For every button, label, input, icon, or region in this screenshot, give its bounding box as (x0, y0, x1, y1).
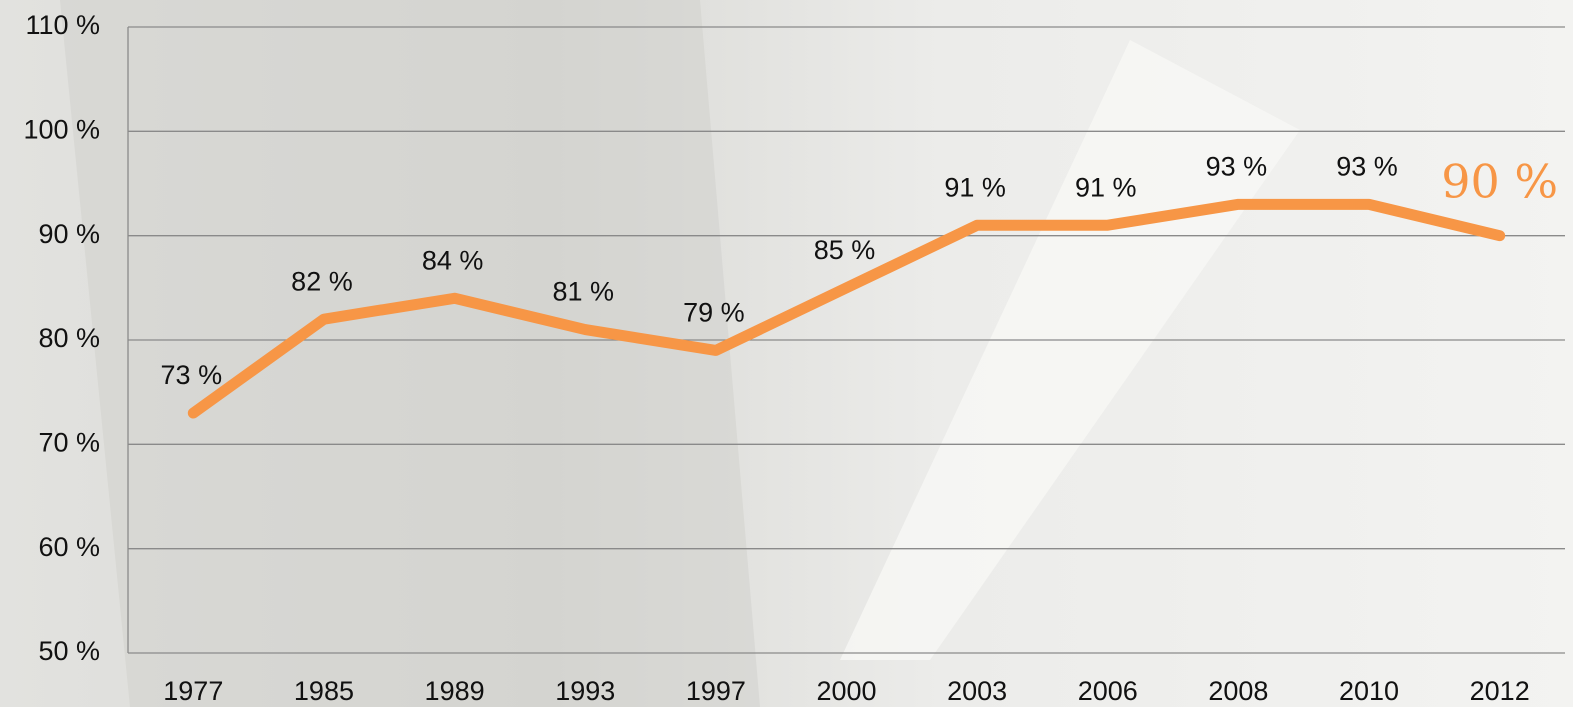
y-tick-label: 50 % (38, 636, 100, 666)
y-tick-label: 90 % (38, 219, 100, 249)
x-tick-label: 2008 (1208, 676, 1268, 706)
background-book (840, 40, 1300, 660)
value-label: 91 % (944, 172, 1006, 202)
y-tick-label: 80 % (38, 323, 100, 353)
x-tick-label: 2006 (1078, 676, 1138, 706)
value-label: 85 % (814, 235, 876, 265)
y-tick-label: 100 % (23, 114, 100, 144)
value-label: 93 % (1336, 151, 1398, 181)
x-tick-label: 1977 (163, 676, 223, 706)
x-tick-label: 2003 (947, 676, 1007, 706)
background-figure (60, 0, 760, 707)
value-label: 91 % (1075, 172, 1137, 202)
y-tick-label: 110 % (25, 10, 100, 40)
value-label: 73 % (161, 360, 223, 390)
y-tick-label: 60 % (38, 532, 100, 562)
highlight-value-label: 90 % (1441, 155, 1558, 209)
x-tick-label: 1989 (425, 676, 485, 706)
y-tick-label: 70 % (38, 427, 100, 457)
x-tick-label: 2010 (1339, 676, 1399, 706)
x-tick-label: 1993 (555, 676, 615, 706)
value-label: 84 % (422, 245, 484, 275)
x-tick-label: 2012 (1470, 676, 1530, 706)
value-label: 79 % (683, 298, 745, 328)
value-label: 93 % (1206, 151, 1268, 181)
value-label: 81 % (552, 277, 614, 307)
line (187, 198, 1506, 419)
x-tick-label: 1997 (686, 676, 746, 706)
x-tick-label: 2000 (816, 676, 876, 706)
value-label: 82 % (291, 266, 353, 296)
x-tick-label: 1985 (294, 676, 354, 706)
